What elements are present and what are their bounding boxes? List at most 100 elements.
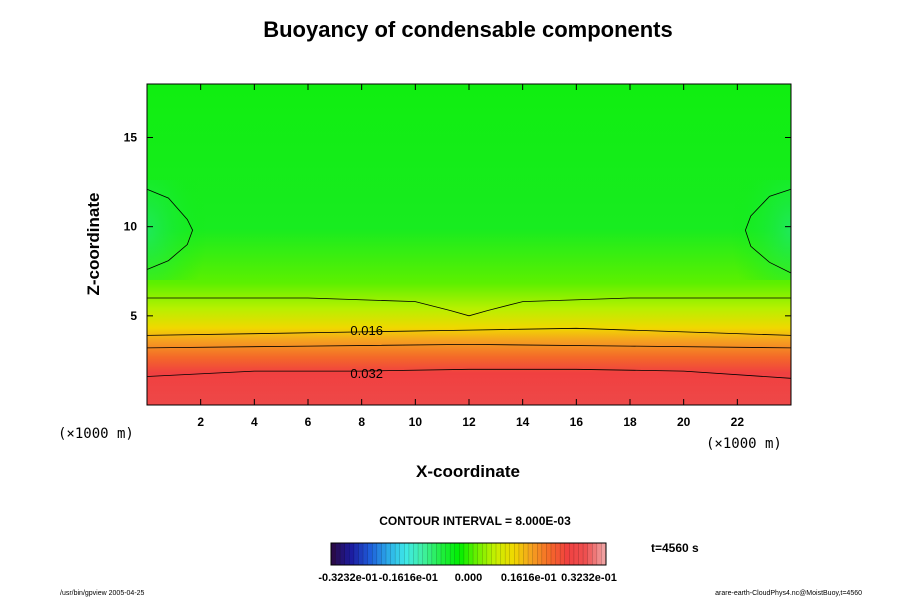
x-tick-label: 8 (358, 415, 365, 429)
y-tick-label: 10 (124, 220, 138, 234)
contour-label-layer: 0.016 0.032 (350, 323, 383, 381)
colorbar-swatch (477, 543, 483, 565)
colorbar-swatch (518, 543, 524, 565)
colorbar-frame (330, 542, 607, 566)
colorbar-swatch (381, 543, 387, 565)
x-tick-label: 2 (197, 415, 204, 429)
x-tick-label: 20 (677, 415, 691, 429)
colorbar-swatch (353, 543, 359, 565)
colorbar-swatch (422, 543, 428, 565)
colorbar-swatch (468, 543, 474, 565)
colorbar-swatch (596, 543, 602, 565)
colorbar-swatch (601, 543, 607, 565)
colorbar-swatch (376, 543, 382, 565)
colorbar-swatch (335, 543, 341, 565)
colorbar-swatch (399, 543, 405, 565)
y-axis: 5 10 15 (124, 131, 791, 323)
colorbar-swatch (482, 543, 488, 565)
colorbar: -0.3232e-01 -0.1616e-01 0.000 0.1616e-01 0.3… (318, 542, 617, 584)
colorbar-swatch (441, 543, 446, 565)
colorbar-swatch (463, 543, 469, 565)
colorbar-swatch (592, 543, 598, 565)
field-low-right (731, 180, 791, 280)
colorbar-tick-label: 0.3232e-01 (561, 572, 617, 584)
x-tick-label: 12 (462, 415, 476, 429)
colorbar-swatch (541, 543, 547, 565)
colorbar-swatch (509, 543, 515, 565)
contour-line (744, 188, 792, 274)
contour-line (146, 188, 194, 270)
colorbar-swatch (500, 543, 506, 565)
colorbar-swatch (459, 543, 465, 565)
colorbar-swatch (587, 543, 593, 565)
colorbar-swatch (372, 543, 378, 565)
x-tick-label: 22 (731, 415, 745, 429)
colorbar-swatch (331, 543, 336, 565)
x-tick-label: 4 (251, 415, 258, 429)
x-tick-label: 10 (409, 415, 423, 429)
colorbar-swatch (505, 543, 511, 565)
colorbar-swatch (363, 543, 368, 565)
colorbar-swatch (349, 543, 355, 565)
colorbar-swatch (555, 543, 561, 565)
contour-line (146, 343, 792, 349)
colorbar-swatch (523, 543, 529, 565)
x-tick-label: 6 (305, 415, 312, 429)
colorbar-swatch (386, 543, 391, 565)
colorbar-swatch (344, 543, 350, 565)
colorbar-swatch (564, 543, 570, 565)
colorbar-swatch (408, 543, 414, 565)
colorbar-swatch (546, 543, 552, 565)
colorbar-swatch (528, 543, 533, 565)
x-unit-right: (×1000 m) (706, 436, 782, 452)
y-axis-label: Z-coordinate (84, 193, 103, 296)
time-text: t=4560 s (651, 541, 699, 555)
colorbar-swatch (358, 543, 364, 565)
colorbar-swatch (532, 543, 538, 565)
x-axis: 2 4 6 8 10 12 14 16 18 20 22 (197, 84, 744, 429)
colorbar-swatch (454, 543, 460, 565)
colorbar-tick-label: 0.1616e-01 (501, 572, 557, 584)
field-fill (147, 84, 791, 405)
colorbar-swatches (330, 543, 607, 565)
colorbar-swatch (436, 543, 442, 565)
x-tick-label: 16 (570, 415, 584, 429)
contour-interval-text: CONTOUR INTERVAL = 8.000E-03 (379, 514, 571, 528)
contour-layer (146, 188, 792, 379)
contour-label: 0.032 (350, 366, 383, 381)
field-low-left (147, 180, 207, 280)
colorbar-tick-label: 0.000 (455, 572, 483, 584)
x-axis-label: X-coordinate (416, 462, 520, 481)
contour-line (146, 327, 792, 336)
colorbar-swatch (367, 543, 373, 565)
colorbar-swatch (395, 543, 401, 565)
colorbar-swatch (450, 543, 456, 565)
colorbar-swatch (560, 543, 566, 565)
colorbar-swatch (431, 543, 437, 565)
colorbar-swatch (583, 543, 588, 565)
colorbar-swatch (427, 543, 433, 565)
colorbar-swatch (496, 543, 501, 565)
colorbar-swatch (418, 543, 423, 565)
colorbar-swatch (537, 543, 543, 565)
colorbar-swatch (473, 543, 478, 565)
colorbar-swatch (514, 543, 520, 565)
y-tick-label: 5 (130, 309, 137, 323)
colorbar-swatch (486, 543, 492, 565)
footer-right: arare-earth-CloudPhys4.nc@MoistBuoy,t=45… (715, 590, 862, 597)
contour-label: 0.016 (350, 323, 383, 338)
x-unit-left: (×1000 m) (58, 426, 134, 442)
colorbar-tick-label: -0.3232e-01 (318, 572, 377, 584)
contour-line (146, 368, 792, 379)
colorbar-swatch (413, 543, 419, 565)
y-tick-label: 15 (124, 131, 138, 145)
colorbar-swatch (390, 543, 396, 565)
colorbar-swatch (573, 543, 579, 565)
colorbar-swatch (569, 543, 575, 565)
colorbar-swatch (491, 543, 497, 565)
footer-left: /usr/bin/gpview 2005-04-25 (60, 590, 145, 597)
chart-title: Buoyancy of condensable components (263, 17, 673, 42)
colorbar-swatch (340, 543, 346, 565)
colorbar-swatch (404, 543, 410, 565)
